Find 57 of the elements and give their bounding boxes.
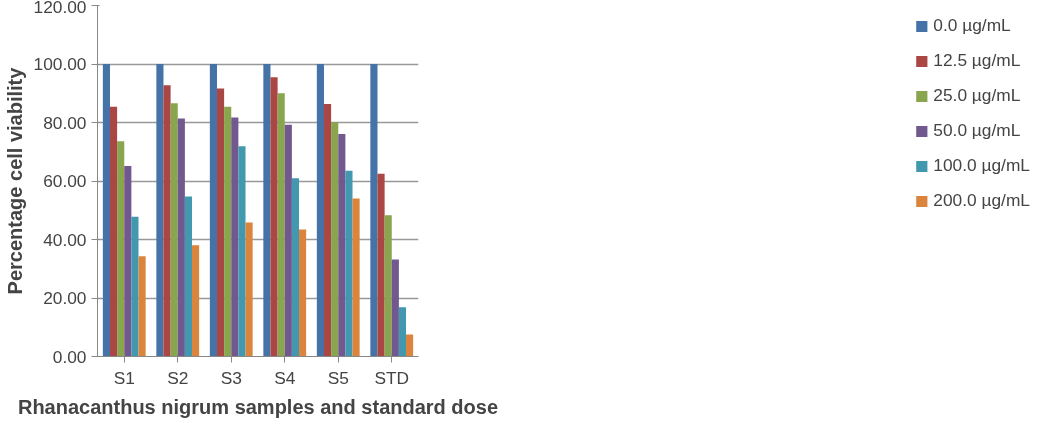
x-tick-label: S3 — [220, 367, 242, 388]
legend-label: 100.0 µg/mL — [933, 155, 1030, 176]
y-tick-label: 120.00 — [33, 0, 87, 17]
bar — [184, 196, 193, 357]
y-tick-label: 0.00 — [52, 346, 87, 367]
bar — [245, 222, 253, 357]
y-tick-label: 80.00 — [43, 112, 87, 133]
bar — [370, 64, 378, 357]
bar — [131, 216, 139, 357]
bar — [377, 173, 385, 357]
bar — [117, 141, 125, 357]
bar — [170, 103, 178, 357]
bar — [263, 64, 271, 357]
bar — [177, 118, 185, 357]
x-axis-title: Rhanacanthus nigrum samples and standard dose — [17, 395, 499, 418]
bar — [331, 122, 339, 357]
bar — [323, 104, 332, 357]
legend-label: 25.0 µg/mL — [933, 85, 1021, 106]
bar — [192, 245, 200, 357]
bar — [238, 146, 246, 357]
bar — [284, 124, 292, 357]
y-tick-label: 20.00 — [43, 288, 87, 308]
bar — [270, 77, 278, 357]
y-tick-label: 100.00 — [33, 54, 87, 74]
bar — [224, 106, 232, 357]
bar — [156, 64, 164, 357]
bar — [231, 117, 239, 357]
bar — [102, 64, 110, 357]
bar — [299, 229, 307, 357]
bar — [291, 178, 300, 357]
bar — [391, 259, 399, 357]
x-tick-label: S5 — [327, 367, 349, 388]
bar — [352, 198, 360, 357]
bar — [216, 88, 225, 357]
x-tick-label: S2 — [167, 367, 189, 388]
bar — [209, 64, 217, 357]
y-tick-label: 60.00 — [43, 171, 87, 191]
bar — [338, 133, 346, 357]
x-tick-label: S4 — [274, 367, 296, 388]
bar — [163, 85, 171, 357]
legend-label: 50.0 µg/mL — [933, 120, 1021, 141]
bar — [406, 334, 414, 357]
x-tick-label: STD — [374, 367, 410, 388]
y-tick-label: 40.00 — [43, 229, 87, 250]
bar — [384, 215, 392, 357]
legend-label: 0.0 µg/mL — [933, 15, 1011, 36]
bar — [345, 170, 353, 357]
x-tick-label: S1 — [113, 367, 135, 388]
bar — [109, 106, 118, 357]
legend-label: 200.0 µg/mL — [933, 190, 1030, 211]
y-axis-title: Percentage cell viability — [3, 66, 26, 295]
bar — [138, 256, 146, 357]
legend-label: 12.5 µg/mL — [933, 50, 1021, 71]
bar — [398, 307, 407, 357]
bar — [277, 93, 285, 357]
bar — [124, 166, 132, 357]
bar — [316, 64, 324, 357]
